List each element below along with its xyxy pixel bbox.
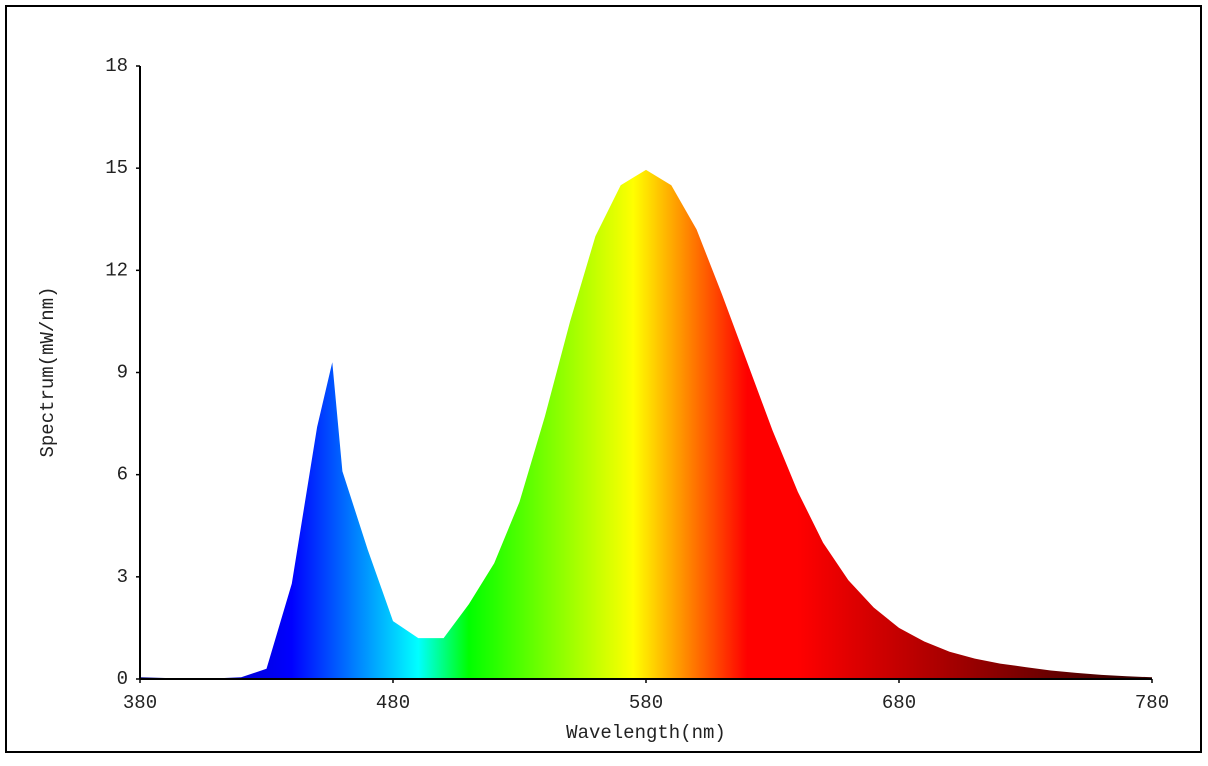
x-tick-label: 580 — [629, 692, 663, 714]
x-tick-label: 480 — [376, 692, 410, 714]
y-tick-label: 15 — [105, 157, 128, 179]
y-tick-label: 6 — [117, 464, 128, 486]
y-tick-label: 0 — [117, 668, 128, 690]
x-axis-label: Wavelength(nm) — [566, 722, 726, 744]
y-tick-label: 18 — [105, 55, 128, 77]
y-tick-label: 3 — [117, 566, 128, 588]
y-tick-label: 9 — [117, 362, 128, 384]
x-tick-label: 680 — [882, 692, 916, 714]
y-axis-label: Spectrum(mW/nm) — [37, 286, 59, 457]
x-tick-label: 780 — [1135, 692, 1169, 714]
x-tick-label: 380 — [123, 692, 157, 714]
spectrum-area — [140, 169, 1152, 679]
y-tick-label: 12 — [105, 259, 128, 281]
